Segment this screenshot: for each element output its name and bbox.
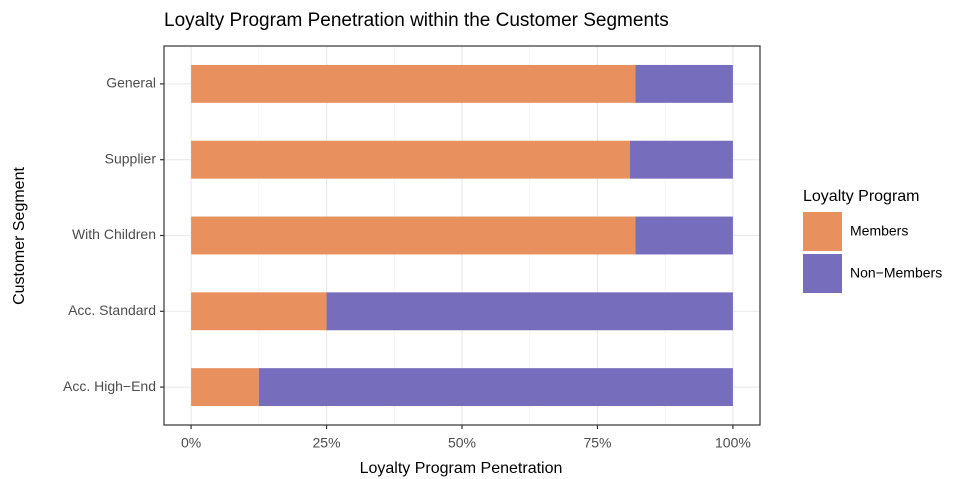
- x-tick-label: 0%: [181, 435, 201, 451]
- plot-border: [163, 45, 761, 426]
- y-tick-label: With Children: [72, 226, 156, 242]
- bar-segment: [635, 216, 733, 255]
- x-tick-label: 75%: [583, 435, 611, 451]
- legend-title: Loyalty Program: [803, 188, 920, 205]
- y-tick-label: Supplier: [105, 150, 157, 166]
- chart-title: Loyalty Program Penetration within the C…: [164, 10, 669, 31]
- legend-label: Non−Members: [850, 265, 942, 281]
- bar-segment: [191, 368, 259, 407]
- legend-key: [803, 254, 842, 293]
- bar-segment: [191, 64, 636, 103]
- bar-segment: [629, 140, 733, 179]
- legend-label: Members: [850, 223, 908, 239]
- bar-segment: [191, 292, 327, 331]
- y-tick-label: Acc. High−End: [63, 378, 156, 394]
- legend-key: [803, 212, 842, 251]
- bar-segment: [191, 216, 636, 255]
- bar-segment: [326, 292, 733, 331]
- y-tick-label: General: [106, 75, 156, 91]
- y-tick-label: Acc. Standard: [68, 302, 156, 318]
- x-tick-label: 50%: [448, 435, 476, 451]
- bar-segment: [635, 64, 733, 103]
- y-axis-title: Customer Segment: [11, 167, 28, 305]
- bar-segment: [258, 368, 733, 407]
- x-tick-label: 25%: [313, 435, 341, 451]
- x-axis-title: Loyalty Program Penetration: [360, 460, 563, 477]
- x-tick-label: 100%: [715, 435, 751, 451]
- bar-segment: [191, 140, 630, 179]
